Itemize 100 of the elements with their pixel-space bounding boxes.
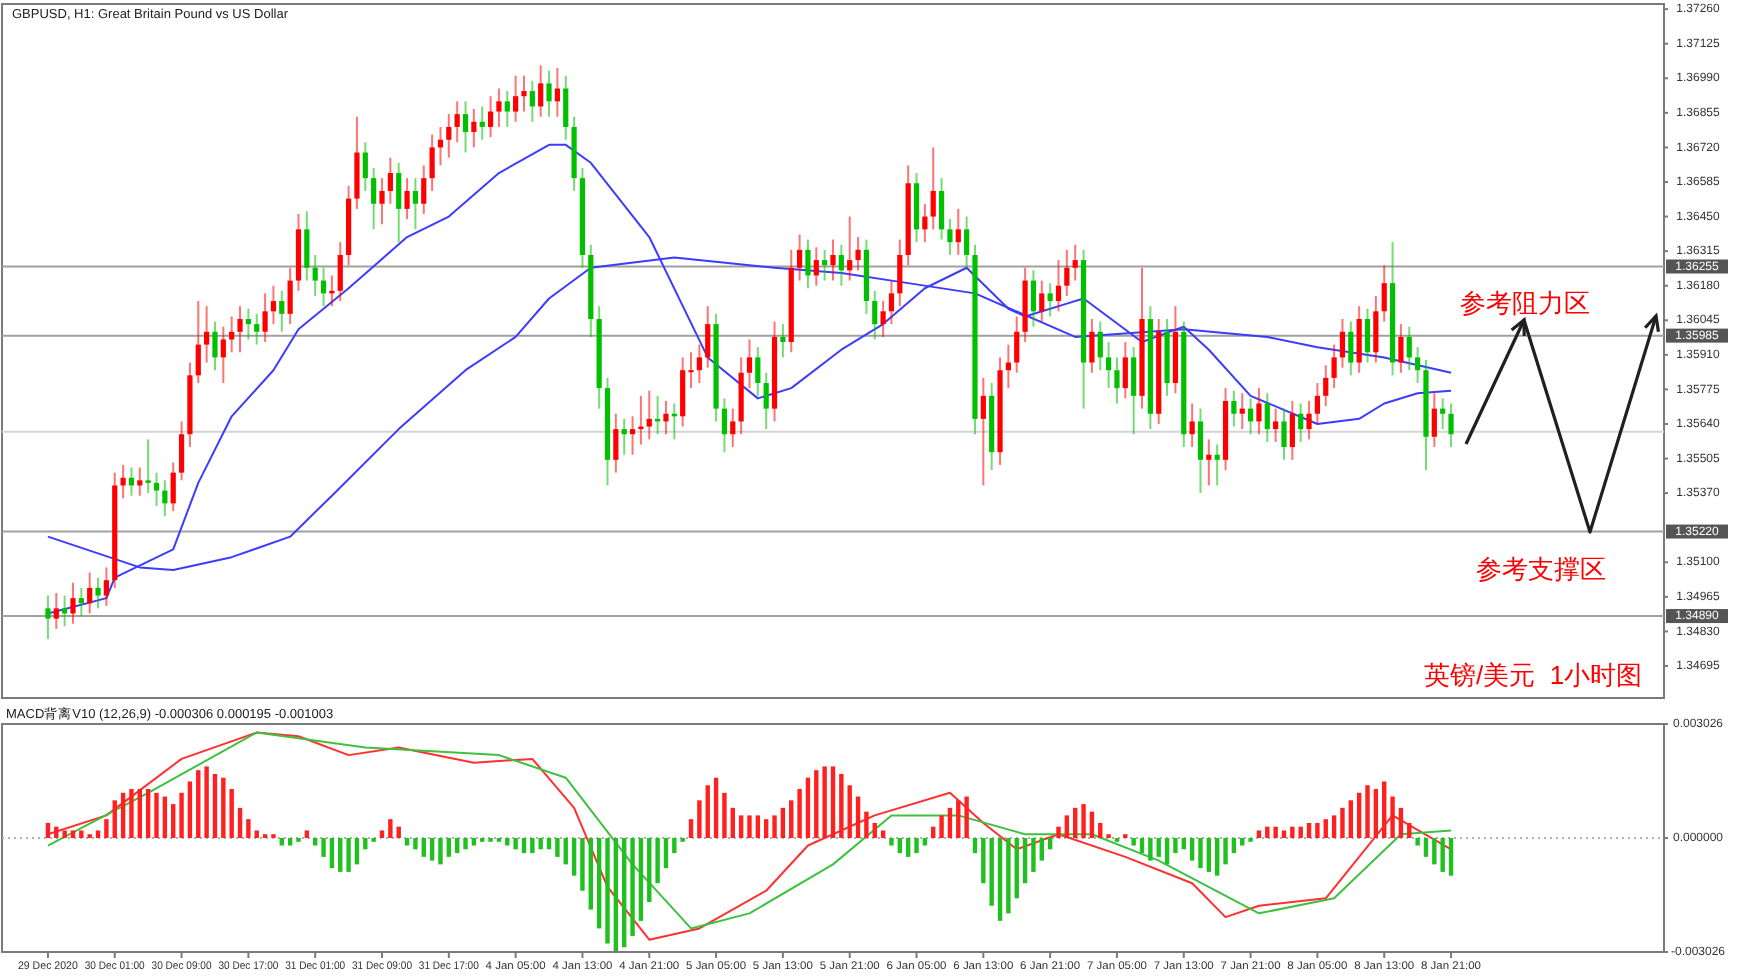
bar bbox=[120, 792, 126, 838]
bar bbox=[663, 838, 669, 869]
bar bbox=[1365, 785, 1370, 838]
bar bbox=[429, 838, 435, 861]
bar bbox=[505, 838, 510, 846]
bar bbox=[1340, 807, 1345, 838]
bar bbox=[1373, 789, 1379, 838]
bar bbox=[897, 838, 903, 854]
bar bbox=[413, 838, 418, 850]
bar bbox=[647, 838, 652, 903]
bar bbox=[287, 838, 293, 846]
bar bbox=[905, 838, 911, 857]
bar bbox=[1323, 819, 1328, 838]
annotation: 英镑/美元 1小时图 bbox=[1424, 660, 1643, 690]
bar bbox=[989, 838, 994, 906]
bar bbox=[1298, 826, 1303, 838]
bar bbox=[221, 777, 226, 838]
bar bbox=[747, 815, 752, 838]
bar bbox=[79, 830, 84, 838]
bar bbox=[1214, 838, 1220, 876]
bar bbox=[1382, 781, 1387, 838]
bar bbox=[1206, 838, 1212, 872]
bar bbox=[939, 815, 944, 838]
bar bbox=[1073, 807, 1078, 838]
bar bbox=[62, 830, 67, 838]
bar bbox=[1198, 838, 1203, 869]
bar bbox=[839, 773, 844, 838]
bar bbox=[571, 838, 577, 876]
bar bbox=[596, 838, 602, 929]
bar bbox=[254, 830, 259, 838]
bar bbox=[722, 792, 727, 838]
bar bbox=[997, 838, 1003, 921]
bar bbox=[1139, 838, 1145, 854]
bar bbox=[179, 792, 184, 838]
bar bbox=[145, 789, 151, 838]
bar bbox=[672, 838, 677, 854]
bar bbox=[1098, 822, 1103, 838]
bar bbox=[1315, 822, 1320, 838]
bar bbox=[780, 807, 786, 838]
bar bbox=[538, 838, 543, 850]
bar bbox=[1173, 838, 1178, 854]
bar bbox=[112, 800, 117, 838]
bar bbox=[1331, 815, 1337, 838]
bar bbox=[1223, 838, 1228, 865]
bar bbox=[196, 770, 201, 838]
bar bbox=[1006, 838, 1011, 914]
bar bbox=[555, 838, 560, 857]
bar bbox=[363, 838, 368, 850]
bar bbox=[346, 838, 351, 872]
bar bbox=[304, 830, 310, 838]
bar bbox=[964, 796, 969, 838]
bar bbox=[154, 792, 159, 838]
bar bbox=[772, 815, 777, 838]
bar bbox=[588, 838, 593, 910]
bar bbox=[1348, 800, 1354, 838]
bar bbox=[338, 838, 343, 872]
bar bbox=[1306, 822, 1312, 838]
annotation: 参考支撑区 bbox=[1476, 554, 1606, 584]
bar bbox=[246, 819, 251, 838]
bar bbox=[187, 781, 193, 838]
bar bbox=[688, 819, 694, 838]
bar bbox=[137, 789, 142, 838]
bar bbox=[212, 773, 218, 838]
bar bbox=[855, 796, 861, 838]
bar bbox=[864, 811, 869, 838]
bar bbox=[463, 838, 468, 850]
bar bbox=[70, 830, 76, 838]
bar bbox=[521, 838, 527, 854]
bar bbox=[922, 838, 928, 846]
bar bbox=[705, 785, 710, 838]
bar bbox=[1148, 838, 1153, 861]
bar bbox=[379, 830, 385, 838]
bar bbox=[830, 766, 836, 838]
bar bbox=[1432, 838, 1437, 865]
bar bbox=[354, 838, 360, 865]
bar bbox=[697, 800, 702, 838]
bar bbox=[237, 807, 243, 838]
bar bbox=[1407, 822, 1412, 838]
bar bbox=[1398, 807, 1404, 838]
bar bbox=[822, 766, 827, 838]
bar bbox=[605, 838, 610, 944]
bar bbox=[388, 819, 393, 838]
bar bbox=[1290, 826, 1295, 838]
bar bbox=[789, 800, 794, 838]
bar bbox=[1039, 838, 1044, 861]
bar bbox=[162, 796, 168, 838]
bar bbox=[129, 789, 134, 838]
bar bbox=[613, 838, 619, 952]
bar bbox=[1022, 838, 1028, 884]
bar bbox=[1031, 838, 1036, 872]
bar bbox=[630, 838, 635, 936]
bar bbox=[1448, 838, 1454, 876]
bar bbox=[171, 804, 176, 838]
bar bbox=[438, 838, 443, 865]
bar bbox=[880, 830, 886, 838]
bar bbox=[104, 819, 109, 838]
bar bbox=[1256, 830, 1262, 838]
bar bbox=[1273, 826, 1278, 838]
bar bbox=[638, 838, 644, 921]
bar bbox=[914, 838, 919, 854]
